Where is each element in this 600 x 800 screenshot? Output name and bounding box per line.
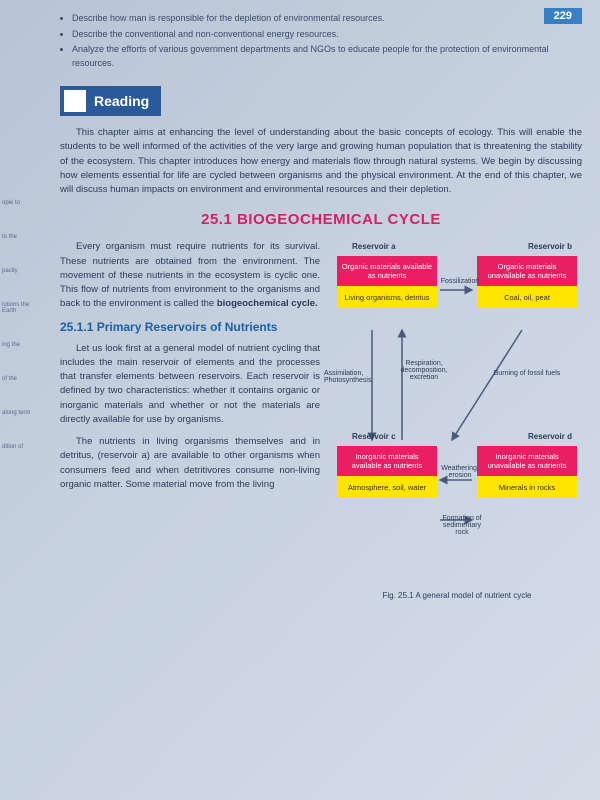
box-b-bot: Coal, oil, peat: [477, 286, 577, 308]
objective-item: Describe the conventional and non-conven…: [72, 28, 582, 42]
fossilization-label: Fossilization: [440, 278, 480, 285]
reservoir-a-box: Organic materials available as nutrients…: [337, 256, 437, 308]
reservoir-d-label: Reservoir d: [528, 432, 572, 441]
weathering-label: Weathering, erosion: [440, 465, 480, 479]
textbook-page: 229 Describe how man is responsible for …: [0, 0, 600, 612]
paragraph-2: Let us look first at a general model of …: [60, 342, 320, 428]
box-d-top: Inorganic materials unavailable as nutri…: [477, 446, 577, 476]
key-term: biogeochemical cycle.: [217, 298, 318, 309]
reservoir-c-label: Reservoir c: [352, 432, 396, 441]
box-a-bot: Living organisms, detritus: [337, 286, 437, 308]
reading-intro: This chapter aims at enhancing the level…: [60, 126, 582, 197]
assimilation-label: Assimilation, Photosynthesis: [324, 370, 379, 384]
sub-heading: 25.1.1 Primary Reservoirs of Nutrients: [60, 320, 320, 334]
objective-item: Describe how man is responsible for the …: [72, 12, 582, 26]
objectives-list: Describe how man is responsible for the …: [60, 12, 582, 70]
diagram-column: Reservoir a Reservoir b Reservoir c Rese…: [332, 240, 582, 600]
objective-item: Analyze the efforts of various governmen…: [72, 43, 582, 70]
text-column: Every organism must require nutrients fo…: [60, 240, 320, 600]
box-a-top: Organic materials available as nutrients: [337, 256, 437, 286]
nutrient-cycle-diagram: Reservoir a Reservoir b Reservoir c Rese…: [332, 240, 582, 600]
reading-badge: Reading: [60, 86, 161, 116]
page-number: 229: [544, 8, 582, 24]
respiration-label: Respiration, decomposition, excretion: [394, 360, 454, 381]
reservoir-b-label: Reservoir b: [528, 242, 572, 251]
reading-label: Reading: [94, 93, 149, 109]
reservoir-c-box: Inorganic materials available as nutrien…: [337, 446, 437, 498]
book-icon: [64, 90, 86, 112]
figure-caption: Fig. 25.1 A general model of nutrient cy…: [332, 591, 582, 600]
content-columns: Every organism must require nutrients fo…: [60, 240, 582, 600]
box-b-top: Organic materials unavailable as nutrien…: [477, 256, 577, 286]
sediment-label: Formation of sedimentary rock: [437, 515, 487, 536]
burning-label: Burning of fossil fuels: [482, 370, 572, 377]
reservoir-d-box: Inorganic materials unavailable as nutri…: [477, 446, 577, 498]
box-c-bot: Atmosphere, soil, water: [337, 476, 437, 498]
paragraph-1: Every organism must require nutrients fo…: [60, 240, 320, 311]
box-c-top: Inorganic materials available as nutrien…: [337, 446, 437, 476]
section-title: 25.1 BIOGEOCHEMICAL CYCLE: [60, 211, 582, 228]
box-d-bot: Minerals in rocks: [477, 476, 577, 498]
reservoir-b-box: Organic materials unavailable as nutrien…: [477, 256, 577, 308]
paragraph-3: The nutrients in living organisms themse…: [60, 435, 320, 492]
reservoir-a-label: Reservoir a: [352, 242, 396, 251]
